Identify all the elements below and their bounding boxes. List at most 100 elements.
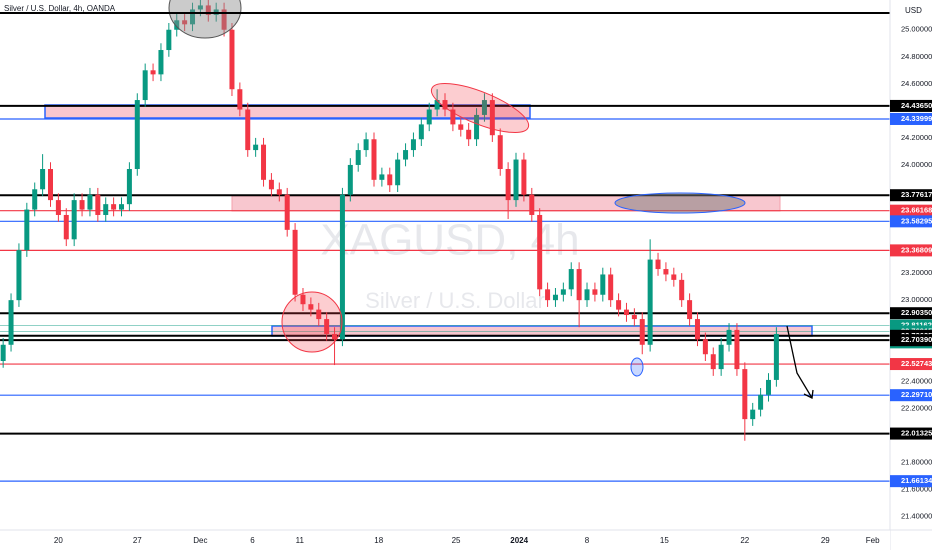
candle-body [324, 319, 330, 334]
x-tick-label: 20 [54, 536, 63, 545]
candle-body [418, 124, 424, 140]
candle-body [95, 194, 101, 215]
candle-body [773, 333, 779, 380]
candle-body [174, 20, 180, 30]
candle-body [197, 5, 203, 10]
candle-body [395, 159, 401, 186]
candle-body [726, 329, 732, 345]
candle-body [182, 20, 188, 25]
price-label-bg [890, 334, 932, 347]
y-tick-label: 25.00000 [901, 25, 932, 34]
candle-body [371, 139, 377, 180]
price-label: 23.77617 [901, 190, 932, 199]
candle-body [111, 204, 117, 210]
candle-body [32, 189, 38, 210]
y-tick-label: 21.60000 [901, 484, 932, 493]
candle-body [639, 319, 645, 345]
candle-body [410, 139, 416, 151]
candle-body [489, 100, 495, 136]
arrow-head [803, 389, 814, 399]
candle-body [150, 70, 156, 75]
candle-body [292, 229, 298, 295]
candle-body [40, 169, 46, 190]
price-label-bg [890, 307, 932, 320]
candle-body [237, 89, 243, 110]
price-label: 22.70390 [901, 335, 932, 344]
candle-body [560, 289, 566, 295]
candle-body [474, 114, 480, 140]
candle-body [529, 194, 535, 215]
candle-body [355, 150, 361, 165]
candle-body [481, 100, 487, 115]
candle-body [205, 5, 211, 15]
candle-body [221, 9, 227, 30]
price-label: 23.66168 [901, 206, 932, 215]
candle-body [166, 29, 172, 51]
candle-body [616, 300, 622, 310]
x-tick-label: 8 [585, 536, 590, 545]
candle-body [718, 344, 724, 370]
candle-body [103, 204, 109, 215]
candles [0, 0, 779, 441]
candle-body [363, 139, 369, 151]
x-tick-label: 22 [740, 536, 749, 545]
candle-body [442, 100, 448, 110]
candle-body [158, 50, 164, 75]
candle-body [16, 250, 22, 301]
candle-body [284, 194, 290, 230]
candle-body [623, 309, 629, 316]
watermark-name: Silver / U.S. Dollar [365, 288, 545, 313]
y-tick-label: 23.00000 [901, 295, 932, 304]
candle-body [458, 124, 464, 130]
price-label-bg [890, 244, 932, 257]
candle-body [655, 259, 661, 270]
price-label: 23.58295 [901, 216, 932, 225]
candle-body [647, 259, 653, 345]
y-tick-label: 23.20000 [901, 268, 932, 277]
price-label: 22.29710 [901, 390, 932, 399]
price-label: 24.43650 [901, 101, 932, 110]
candle-body [450, 109, 456, 125]
y-tick-label: 21.80000 [901, 457, 932, 466]
x-tick-label: 29 [821, 536, 830, 545]
price-label-bg [890, 389, 932, 402]
price-label-bg [890, 189, 932, 202]
candle-body [190, 9, 196, 25]
price-label: 22.01325 [901, 429, 932, 438]
price-label-bg [890, 99, 932, 112]
candle-body [339, 194, 345, 340]
candle-body [308, 304, 314, 310]
x-tick-label: 2024 [510, 536, 528, 545]
candle-body [276, 189, 282, 195]
price-axis [890, 0, 932, 550]
y-tick-label: 24.60000 [901, 79, 932, 88]
candle-body [229, 29, 235, 90]
candle-body [679, 279, 685, 301]
x-tick-label: 18 [374, 536, 383, 545]
y-tick-label: 24.80000 [901, 52, 932, 61]
price-label: 22.52743 [901, 359, 932, 368]
candle-body [8, 300, 14, 345]
candle-body [316, 309, 322, 320]
candle-body [24, 209, 30, 251]
y-tick-label: 24.00000 [901, 160, 932, 169]
candle-body [379, 174, 385, 180]
candle-body [426, 109, 432, 125]
price-label: 21.66134 [901, 476, 932, 485]
candle-body [694, 319, 700, 340]
candle-body [87, 194, 93, 210]
candle-body [513, 159, 519, 201]
candle-body [505, 169, 511, 201]
candle-body [592, 289, 598, 295]
x-tick-label: 27 [133, 536, 142, 545]
price-label: 23.36809 [901, 245, 932, 254]
ellipse [168, 0, 242, 39]
arrow [786, 325, 813, 399]
candle-body [687, 300, 693, 320]
candle-body [608, 274, 614, 301]
price-label: 24.33999 [901, 114, 932, 123]
candle-body [663, 269, 669, 275]
y-tick-label: 22.20000 [901, 403, 932, 412]
candle-body [403, 150, 409, 160]
candle-body [332, 333, 338, 340]
